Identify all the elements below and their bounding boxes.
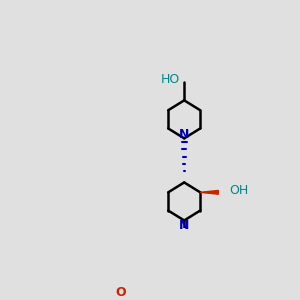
Text: N: N (179, 218, 189, 232)
Text: HO: HO (161, 73, 180, 85)
Text: O: O (115, 286, 126, 299)
Text: OH: OH (229, 184, 248, 197)
Text: N: N (179, 128, 189, 141)
Polygon shape (200, 190, 218, 194)
